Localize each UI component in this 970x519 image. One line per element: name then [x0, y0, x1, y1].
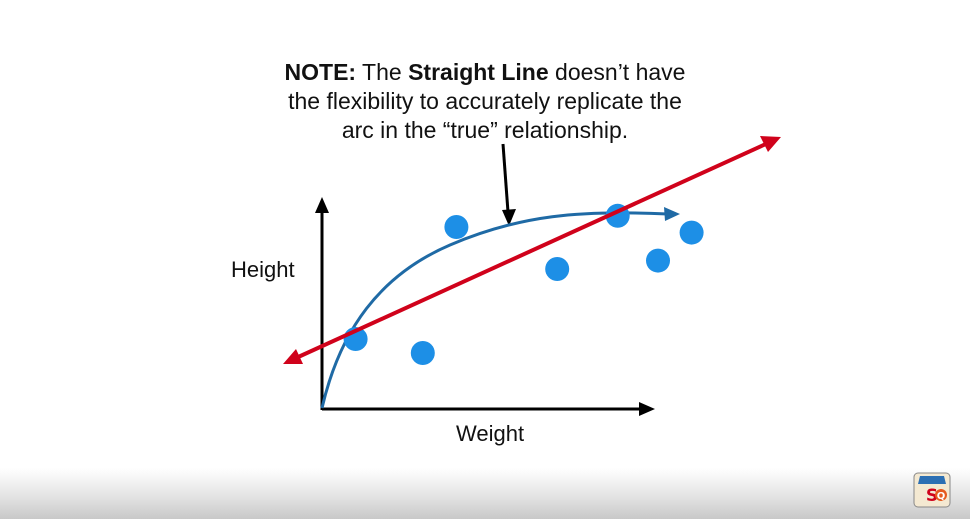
note-prefix: NOTE:: [284, 59, 357, 85]
data-points: [343, 203, 704, 365]
straight-line-arrowhead-left: [283, 349, 303, 364]
data-point: [646, 248, 670, 273]
bottom-bar: [0, 468, 970, 519]
note-pointer-arrowhead: [502, 209, 516, 226]
x-axis-arrowhead: [639, 402, 655, 416]
y-axis-arrowhead: [315, 197, 329, 213]
note-line-2: the flexibility to accurately replicate …: [288, 88, 682, 114]
data-point: [410, 341, 435, 365]
statquest-logo-icon: S Q: [913, 472, 951, 508]
svg-text:Q: Q: [937, 491, 946, 502]
note-text-part: doesn’t have: [548, 59, 686, 85]
note-highlight: Straight Line: [408, 59, 549, 85]
y-axis-label: Height: [231, 257, 295, 282]
straight-line-arrowhead-right: [760, 136, 781, 152]
true-relationship-curve: [320, 211, 669, 409]
note-line-3: arc in the “true” relationship.: [341, 117, 629, 143]
straight-line-fit: [295, 141, 769, 360]
note-text-part: The: [356, 59, 409, 85]
true-relationship-curve-arrowhead: [664, 207, 680, 221]
data-point: [545, 257, 570, 281]
note-line-1: NOTE: The Straight Line doesn’t have: [250, 58, 720, 87]
data-point: [444, 215, 469, 239]
data-point: [679, 220, 704, 245]
svg-text:S: S: [926, 486, 938, 506]
note-text: NOTE: The Straight Line doesn’t have the…: [250, 58, 720, 145]
note-pointer-arrow: [501, 143, 510, 213]
x-axis-label: Weight: [456, 421, 525, 446]
